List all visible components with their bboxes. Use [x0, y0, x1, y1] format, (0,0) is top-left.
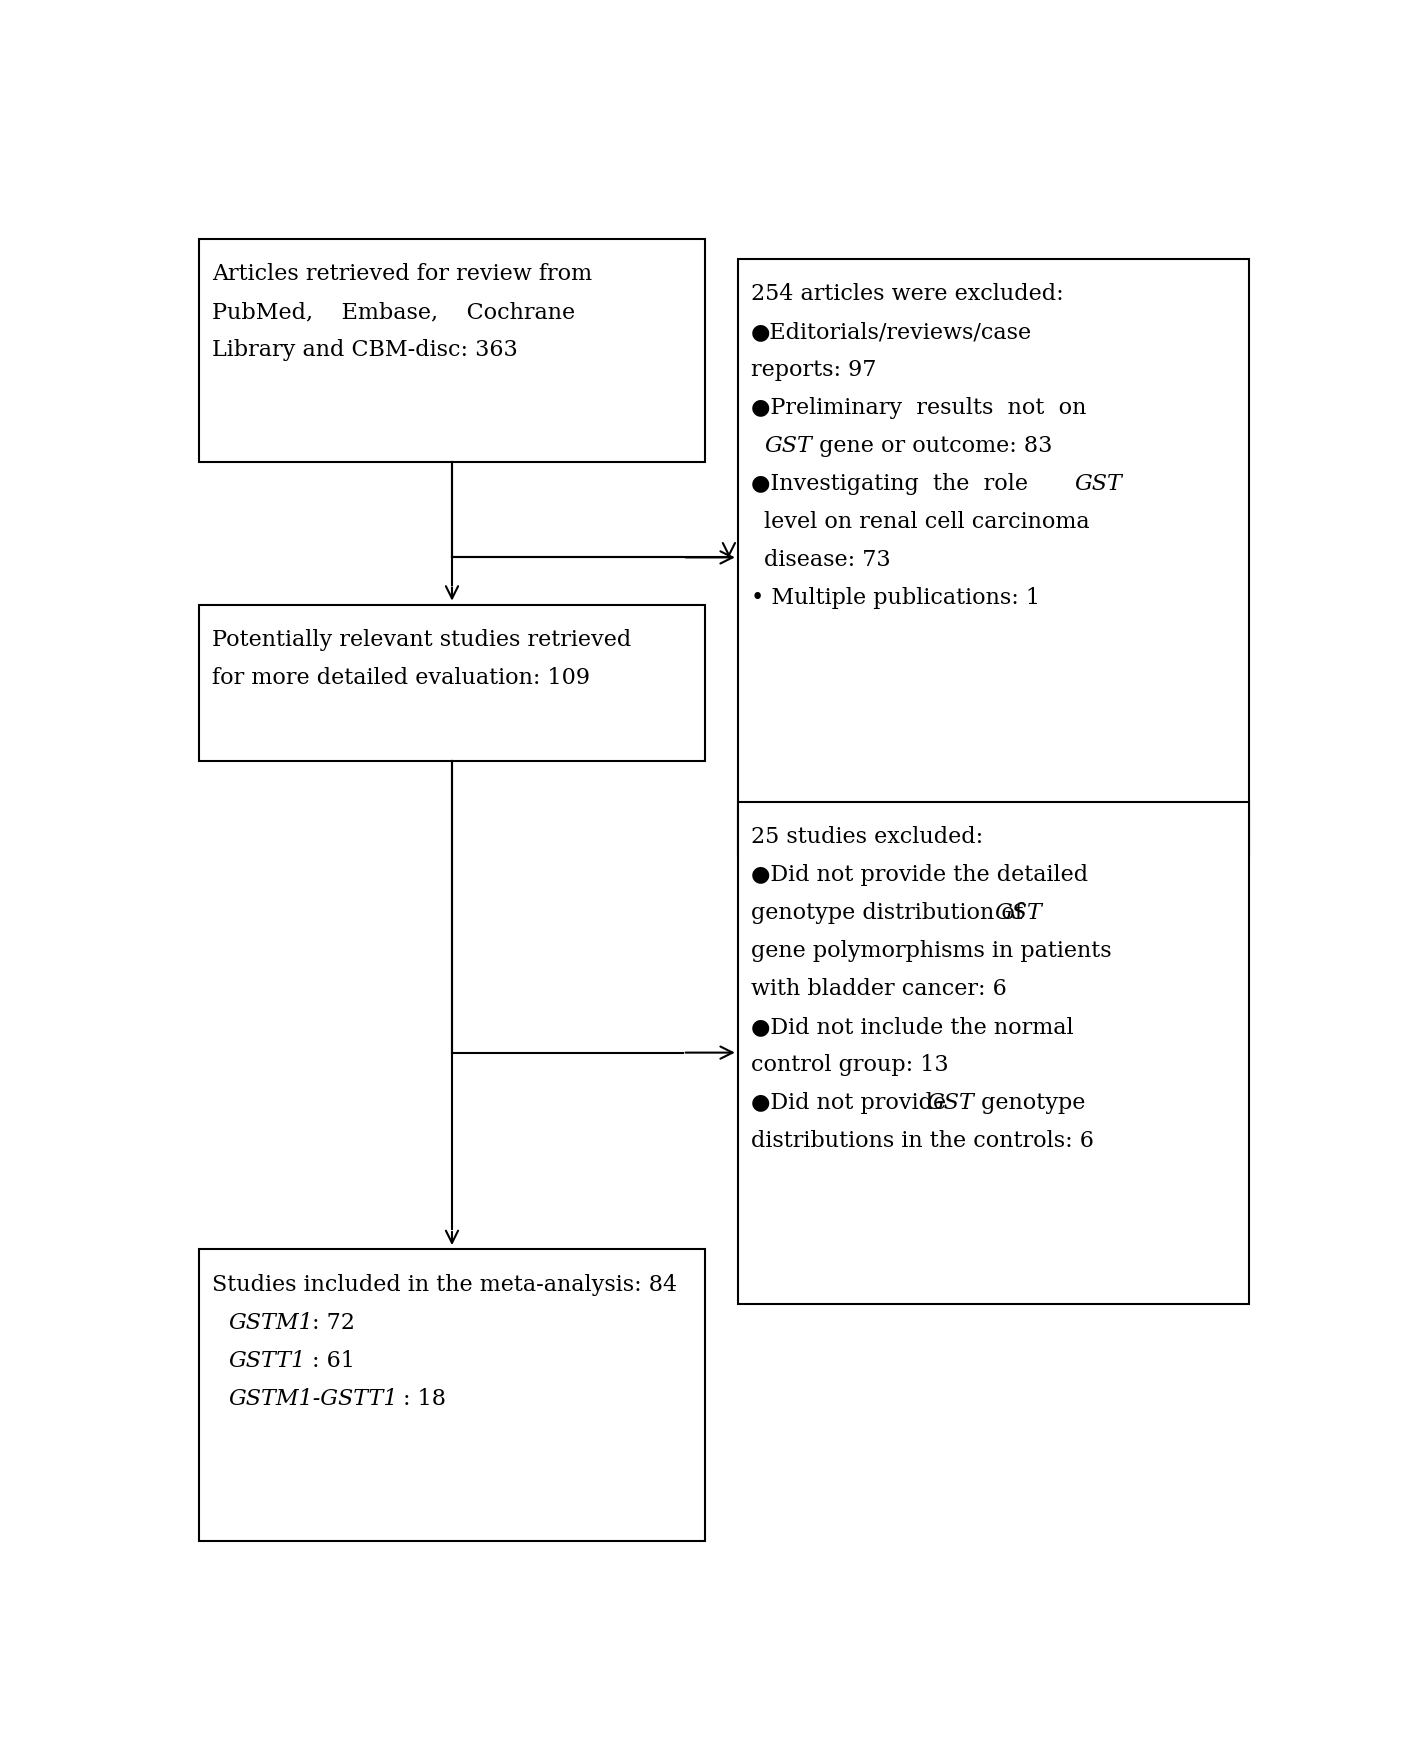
Text: GST: GST: [927, 1092, 974, 1114]
Text: 25 studies excluded:: 25 studies excluded:: [752, 826, 983, 848]
Text: gene polymorphisms in patients: gene polymorphisms in patients: [752, 939, 1112, 962]
Text: GSTM1-GSTT1: GSTM1-GSTT1: [228, 1388, 398, 1410]
Text: GST: GST: [995, 902, 1042, 923]
Text: ●Did not provide: ●Did not provide: [752, 1092, 953, 1114]
Text: ●Preliminary  results  not  on: ●Preliminary results not on: [752, 396, 1086, 419]
FancyBboxPatch shape: [199, 238, 705, 462]
Text: control group: 13: control group: 13: [752, 1054, 949, 1077]
FancyBboxPatch shape: [737, 802, 1249, 1304]
Text: ●Did not provide the detailed: ●Did not provide the detailed: [752, 863, 1088, 886]
Text: GSTM1: GSTM1: [228, 1311, 313, 1334]
Text: : 18: : 18: [403, 1388, 445, 1410]
Text: 254 articles were excluded:: 254 articles were excluded:: [752, 284, 1064, 305]
Text: ●Did not include the normal: ●Did not include the normal: [752, 1017, 1073, 1038]
Text: genotype: genotype: [974, 1092, 1085, 1114]
FancyBboxPatch shape: [199, 604, 705, 761]
Text: GST: GST: [764, 435, 813, 458]
Text: reports: 97: reports: 97: [752, 359, 876, 381]
Text: : 61: : 61: [312, 1350, 356, 1373]
Text: for more detailed evaluation: 109: for more detailed evaluation: 109: [213, 668, 590, 689]
Text: level on renal cell carcinoma: level on renal cell carcinoma: [764, 511, 1089, 534]
Text: with bladder cancer: 6: with bladder cancer: 6: [752, 978, 1007, 1001]
Text: genotype distribution of: genotype distribution of: [752, 902, 1029, 923]
Text: GSTT1: GSTT1: [228, 1350, 306, 1373]
Text: gene or outcome: 83: gene or outcome: 83: [813, 435, 1052, 458]
Text: PubMed,    Embase,    Cochrane: PubMed, Embase, Cochrane: [213, 301, 576, 322]
Text: Library and CBM-disc: 363: Library and CBM-disc: 363: [213, 338, 518, 361]
Text: GST: GST: [1073, 474, 1122, 495]
Text: • Multiple publications: 1: • Multiple publications: 1: [752, 587, 1039, 610]
Text: ●Editorials/reviews/case: ●Editorials/reviews/case: [752, 321, 1032, 344]
Text: disease: 73: disease: 73: [764, 550, 891, 571]
Text: distributions in the controls: 6: distributions in the controls: 6: [752, 1129, 1093, 1152]
Text: ●Investigating  the  role: ●Investigating the role: [752, 474, 1042, 495]
Text: : 72: : 72: [312, 1311, 356, 1334]
FancyBboxPatch shape: [737, 259, 1249, 856]
Text: Studies included in the meta-analysis: 84: Studies included in the meta-analysis: 8…: [213, 1274, 678, 1295]
FancyBboxPatch shape: [199, 1249, 705, 1542]
Text: Articles retrieved for review from: Articles retrieved for review from: [213, 263, 593, 285]
Text: Potentially relevant studies retrieved: Potentially relevant studies retrieved: [213, 629, 631, 652]
